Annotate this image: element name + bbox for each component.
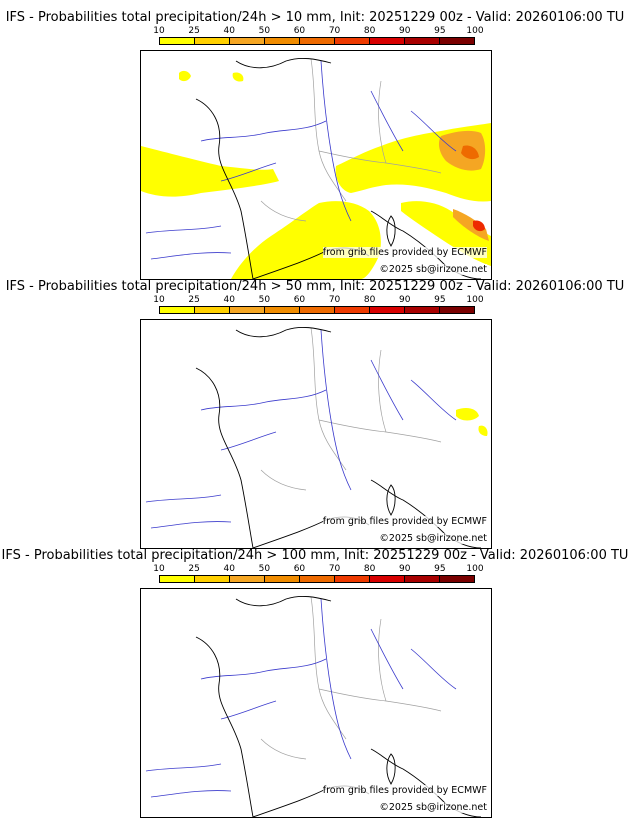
colorbar-ticks: 10 25 40 50 60 70 80 90 95 100: [153, 26, 483, 36]
precip-overlay: [456, 408, 488, 436]
colorbar-tick-label: 80: [363, 26, 376, 36]
colorbar-tick-label: 50: [258, 26, 271, 36]
panel-title: IFS - Probabilities total precipitation/…: [5, 10, 625, 25]
colorbar-tick-label: 10: [153, 26, 165, 36]
forecast-panel-10mm: IFS - Probabilities total precipitation/…: [0, 10, 630, 280]
colorbar-swatch: [405, 307, 440, 313]
colorbar-tick-label: 70: [328, 564, 341, 574]
colorbar-swatch: [335, 38, 370, 44]
colorbar-swatch: [160, 576, 195, 582]
colorbar-tick-label: 10: [153, 564, 165, 574]
colorbar-swatch: [440, 576, 474, 582]
precipitation-map: from grib files provided by ECMWF ©2025 …: [140, 588, 492, 818]
colorbar-swatch: [405, 576, 440, 582]
colorbar-swatch: [265, 576, 300, 582]
colorbar-tick-label: 95: [434, 26, 446, 36]
colorbar-swatch: [160, 307, 195, 313]
colorbar-swatch: [440, 307, 474, 313]
colorbar-tick-label: 40: [223, 295, 235, 305]
forecast-panel-100mm: IFS - Probabilities total precipitation/…: [0, 548, 630, 818]
colorbar-tick-label: 70: [328, 26, 341, 36]
colorbar-ticks: 10 25 40 50 60 70 80 90 95 100: [153, 295, 483, 305]
country-borders: [260, 327, 442, 491]
colorbar-tick-label: 90: [399, 564, 411, 574]
data-source-credit: from grib files provided by ECMWF: [322, 247, 487, 258]
colorbar-tick-label: 25: [188, 26, 200, 36]
colorbar-tick-label: 25: [188, 295, 200, 305]
colorbar-swatch: [230, 576, 265, 582]
precipitation-map: from grib files provided by ECMWF ©2025 …: [140, 319, 492, 549]
map-canvas: [145, 326, 488, 548]
panel-title: IFS - Probabilities total precipitation/…: [1, 548, 629, 563]
colorbar-swatch: [300, 576, 335, 582]
data-source-credit: from grib files provided by ECMWF: [322, 516, 487, 527]
colorbar: [159, 575, 475, 583]
copyright-credit: ©2025 sb@irizone.net: [379, 802, 487, 813]
country-borders: [260, 58, 442, 222]
colorbar-tick-label: 90: [399, 26, 411, 36]
colorbar-tick-label: 95: [434, 295, 446, 305]
colorbar-swatch: [335, 307, 370, 313]
colorbar-tick-label: 50: [258, 564, 271, 574]
copyright-credit: ©2025 sb@irizone.net: [379, 533, 487, 544]
colorbar-swatch: [405, 38, 440, 44]
forecast-panel-50mm: IFS - Probabilities total precipitation/…: [0, 279, 630, 549]
colorbar: [159, 306, 475, 314]
colorbar-tick-label: 60: [293, 564, 306, 574]
colorbar-tick-label: 40: [223, 26, 235, 36]
colorbar-swatch: [300, 307, 335, 313]
copyright-credit: ©2025 sb@irizone.net: [379, 264, 487, 275]
colorbar-swatch: [335, 576, 370, 582]
data-source-credit: from grib files provided by ECMWF: [322, 785, 487, 796]
colorbar-tick-label: 95: [434, 564, 446, 574]
river-network: [145, 329, 457, 529]
colorbar-tick-label: 80: [363, 564, 376, 574]
colorbar-tick-label: 70: [328, 295, 341, 305]
colorbar-swatch: [230, 38, 265, 44]
colorbar-swatch: [195, 576, 230, 582]
colorbar-tick-label: 10: [153, 295, 165, 305]
precipitation-map: from grib files provided by ECMWF ©2025 …: [140, 50, 492, 280]
colorbar-tick-label: 25: [188, 564, 200, 574]
map-canvas: [141, 57, 491, 279]
colorbar-tick-label: 40: [223, 564, 235, 574]
colorbar-tick-label: 100: [466, 26, 484, 36]
country-borders: [260, 596, 442, 760]
colorbar-swatch: [370, 576, 405, 582]
river-network: [145, 60, 457, 260]
colorbar-tick-label: 50: [258, 295, 271, 305]
colorbar: [159, 37, 475, 45]
colorbar-tick-label: 100: [466, 295, 484, 305]
coastlines: [195, 595, 482, 817]
colorbar-swatch: [160, 38, 195, 44]
colorbar-swatch: [440, 38, 474, 44]
colorbar-swatch: [300, 38, 335, 44]
colorbar-ticks: 10 25 40 50 60 70 80 90 95 100: [153, 564, 483, 574]
colorbar-swatch: [195, 38, 230, 44]
colorbar-tick-label: 60: [293, 295, 306, 305]
colorbar-tick-label: 90: [399, 295, 411, 305]
precip-overlay: [141, 70, 491, 279]
panel-title: IFS - Probabilities total precipitation/…: [5, 279, 625, 294]
colorbar-swatch: [370, 307, 405, 313]
colorbar-swatch: [195, 307, 230, 313]
map-canvas: [145, 595, 482, 817]
colorbar-tick-label: 60: [293, 26, 306, 36]
colorbar-swatch: [370, 38, 405, 44]
coastlines: [195, 326, 482, 548]
colorbar-swatch: [265, 38, 300, 44]
colorbar-tick-label: 100: [466, 564, 484, 574]
colorbar-tick-label: 80: [363, 295, 376, 305]
colorbar-swatch: [265, 307, 300, 313]
colorbar-swatch: [230, 307, 265, 313]
river-network: [145, 598, 457, 798]
